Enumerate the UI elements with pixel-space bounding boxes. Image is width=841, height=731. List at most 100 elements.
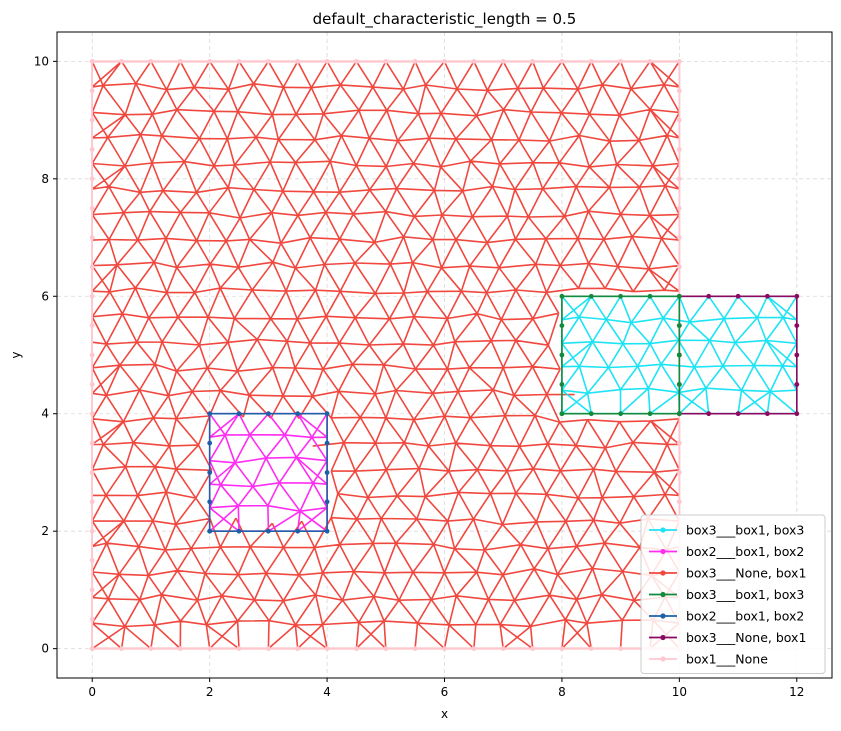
boundary-point	[89, 558, 95, 563]
boundary-point	[207, 646, 213, 651]
boundary-point	[794, 382, 800, 387]
boundary-point	[89, 205, 95, 211]
boundary-point	[676, 88, 682, 94]
boundary-point	[676, 470, 682, 475]
y-tick-label: 2	[41, 524, 49, 538]
boundary-point	[89, 147, 95, 152]
boundary-point	[148, 646, 154, 651]
legend-marker	[660, 591, 666, 598]
boundary-point	[89, 88, 95, 94]
boundary-point	[236, 411, 242, 417]
boundary-point	[676, 117, 682, 123]
boundary-point	[295, 646, 301, 651]
boundary-point	[89, 587, 95, 593]
legend-label: box3___None, box1	[686, 566, 806, 581]
boundary-point	[207, 528, 213, 534]
boundary-point	[676, 147, 682, 152]
boundary-point	[618, 646, 623, 651]
boundary-point	[706, 293, 712, 299]
boundary-point	[324, 440, 330, 446]
boundary-point	[530, 59, 535, 64]
boundary-point	[324, 411, 330, 417]
boundary-point	[89, 235, 95, 240]
legend-item: box3___None, box1	[649, 566, 806, 581]
boundary-point	[89, 264, 95, 270]
legend-item: box3___box1, box3	[649, 587, 804, 602]
boundary-point	[735, 411, 741, 417]
x-axis-label: x	[441, 707, 448, 721]
boundary-point	[559, 323, 565, 328]
legend-item: box2___box1, box2	[649, 609, 804, 624]
boundary-point	[266, 59, 271, 64]
legend-item: box3___box1, box3	[649, 523, 804, 538]
boundary-point	[89, 440, 95, 446]
boundary-point	[735, 293, 741, 299]
boundary-point	[765, 411, 770, 417]
legend-item: box1___None	[649, 652, 768, 667]
boundary-point	[412, 59, 418, 64]
boundary-point	[618, 411, 623, 417]
boundary-point	[177, 59, 183, 64]
boundary-point	[354, 646, 359, 651]
boundary-point	[559, 352, 565, 358]
boundary-point	[676, 59, 682, 64]
boundary-point	[89, 528, 95, 534]
legend-label: box2___box1, box2	[686, 544, 804, 559]
boundary-point	[324, 646, 330, 651]
boundary-point	[207, 470, 213, 475]
legend-item: box2___box1, box2	[649, 544, 804, 559]
boundary-point	[647, 411, 653, 417]
boundary-point	[559, 411, 565, 417]
boundary-point	[207, 59, 213, 64]
y-tick-label: 4	[41, 407, 49, 421]
boundary-point	[89, 117, 95, 123]
legend-label: box3___box1, box3	[686, 523, 804, 538]
boundary-point	[794, 411, 800, 417]
boundary-point	[89, 323, 95, 328]
boundary-point	[588, 411, 594, 417]
boundary-point	[89, 499, 95, 505]
boundary-point	[324, 499, 330, 505]
boundary-point	[295, 411, 301, 417]
boundary-point	[794, 323, 800, 328]
legend-label: box3___box1, box3	[686, 587, 804, 602]
boundary-point	[354, 59, 359, 64]
boundary-point	[207, 499, 213, 505]
legend-marker	[660, 570, 666, 576]
x-tick-label: 10	[672, 685, 687, 699]
chart-title: default_characteristic_length = 0.5	[313, 10, 577, 29]
boundary-point	[236, 528, 242, 534]
boundary-point	[647, 293, 653, 299]
x-tick-label: 2	[206, 685, 214, 699]
boundary-point	[89, 59, 95, 64]
boundary-point	[706, 411, 712, 417]
boundary-point	[442, 646, 447, 651]
x-tick-label: 0	[88, 685, 96, 699]
boundary-point	[324, 59, 330, 64]
plot-area	[89, 59, 800, 651]
y-tick-label: 0	[41, 642, 49, 656]
y-tick-label: 8	[41, 172, 49, 186]
legend-marker	[660, 634, 666, 641]
legend-label: box1___None	[686, 652, 768, 667]
boundary-point	[471, 59, 477, 64]
boundary-point	[295, 59, 301, 64]
boundary-point	[295, 528, 301, 534]
legend-marker	[660, 548, 666, 555]
boundary-point	[676, 205, 682, 211]
boundary-point	[559, 646, 565, 651]
boundary-point	[89, 646, 95, 651]
boundary-point	[442, 59, 447, 64]
boundary-point	[266, 528, 271, 534]
boundary-point	[618, 293, 623, 299]
boundary-4	[207, 411, 330, 534]
boundary-point	[119, 59, 124, 64]
boundary-point	[266, 646, 271, 651]
boundary-point	[207, 440, 213, 446]
axis-ticks: 0 2 4 6 8 10 12 0 2 4 6 8 10	[34, 54, 805, 699]
legend-marker	[660, 613, 666, 619]
boundary-point	[676, 499, 682, 505]
x-tick-label: 8	[558, 685, 566, 699]
boundary-point	[89, 616, 95, 622]
boundary-point	[676, 293, 682, 299]
